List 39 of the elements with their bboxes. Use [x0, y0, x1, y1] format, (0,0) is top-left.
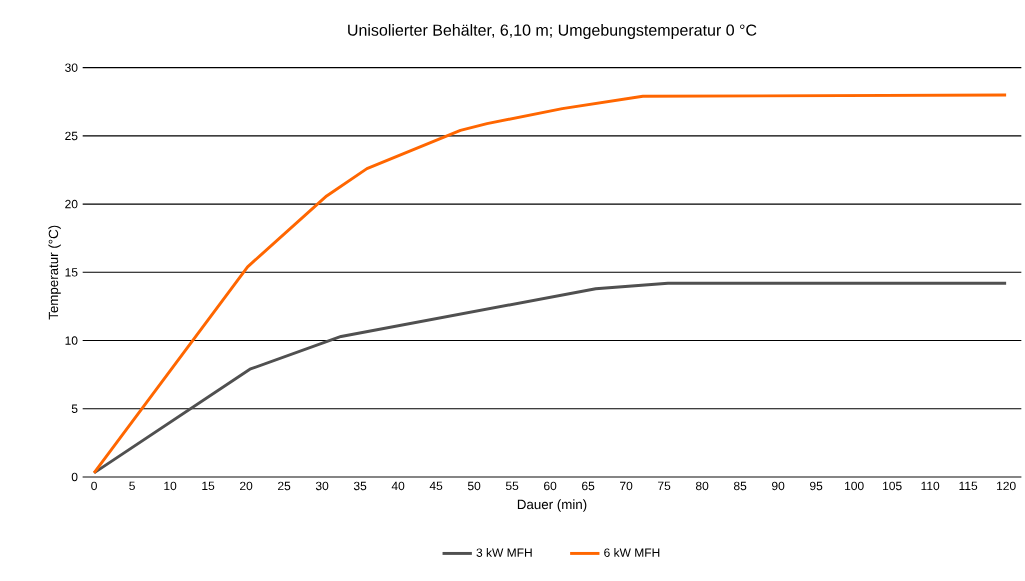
- y-tick-label: 15: [65, 268, 78, 277]
- x-axis-title: Dauer (min): [517, 499, 587, 512]
- x-tick-label: 70: [620, 481, 633, 491]
- y-tick-label: 0: [71, 472, 78, 482]
- x-tick-label: 55: [505, 481, 519, 491]
- y-tick-label: 5: [71, 404, 78, 413]
- chart-title: Unisolierter Behälter, 6,10 m; Umgebungstemperatur 0 °C: [348, 24, 757, 39]
- x-tick-label: 110: [921, 481, 940, 491]
- x-tick-label: 95: [810, 481, 823, 491]
- x-tick-label: 25: [278, 481, 291, 491]
- line-series: [92, 93, 1008, 475]
- x-tick-label: 60: [544, 481, 557, 491]
- legend-label: 3 kW MFH: [476, 548, 532, 557]
- x-tick-label: 50: [467, 481, 481, 491]
- line-series: [92, 281, 1008, 475]
- x-tick-label: 90: [772, 481, 785, 491]
- x-tick-label: 45: [429, 481, 443, 491]
- x-tick-label: 10: [164, 481, 177, 491]
- x-tick-label: 15: [202, 481, 215, 491]
- x-tick-label: 120: [997, 481, 1016, 491]
- y-tick-label: 10: [65, 336, 78, 345]
- x-tick-label: 85: [733, 481, 747, 491]
- x-tick-label: 40: [391, 481, 405, 491]
- legend-label: 6 kW MFH: [604, 548, 660, 557]
- y-tick-label: 25: [65, 131, 78, 141]
- x-tick-label: 5: [129, 481, 135, 491]
- y-axis-title: Temperatur (°C): [48, 225, 61, 320]
- y-tick-label: 20: [65, 199, 78, 209]
- x-tick-label: 100: [845, 481, 864, 491]
- x-tick-label: 30: [315, 481, 329, 491]
- x-tick-label: 35: [353, 481, 367, 491]
- x-tick-label: 65: [582, 481, 595, 491]
- x-tick-label: 115: [959, 481, 978, 491]
- y-tick-label: 30: [65, 63, 78, 72]
- x-tick-label: 20: [240, 481, 253, 491]
- x-tick-label: 80: [695, 481, 709, 491]
- x-tick-label: 0: [91, 481, 97, 491]
- x-tick-label: 75: [658, 481, 671, 491]
- x-tick-label: 105: [883, 481, 902, 491]
